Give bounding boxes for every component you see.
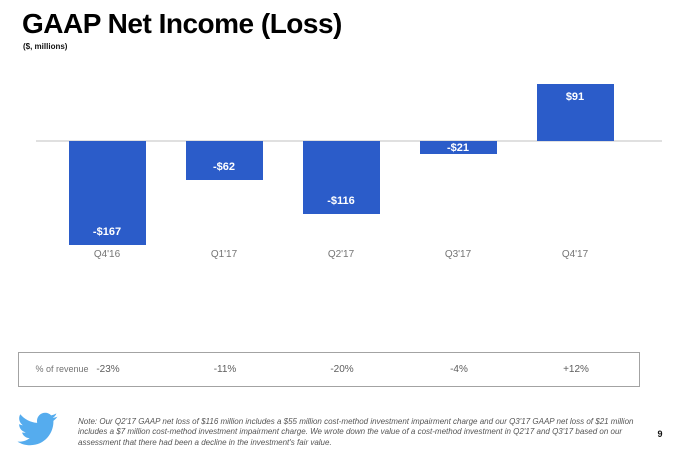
x-axis-label-Q4'17: Q4'17 [561, 249, 589, 260]
footnote: Note: Our Q2'17 GAAP net loss of $116 mi… [78, 417, 634, 447]
pct-of-revenue-table: % of revenue -23% -11% -20% -4% +12% [18, 352, 640, 387]
x-axis-label-Q1'17: Q1'17 [210, 249, 238, 260]
pct-of-revenue-value-Q4'16: -23% [96, 364, 120, 375]
net-income-bar-chart: -$167 Q4'16 -$62 Q1'17 -$116 Q2'17 -$21 Q3'17 $9… [36, 84, 662, 260]
bar-Q4'16: -$167 [68, 141, 146, 246]
bar-value-label: -$62 [212, 160, 236, 173]
bar-Q2'17: -$116 [302, 141, 380, 214]
bar-Q4'17: $91 [536, 84, 614, 141]
bar-value-label: -$116 [327, 194, 355, 207]
x-axis-label-Q2'17: Q2'17 [327, 249, 355, 260]
bar-Q1'17: -$62 [185, 141, 263, 180]
bar-value-label: -$21 [446, 141, 470, 154]
bar-value-label: -$167 [92, 226, 122, 239]
pct-of-revenue-value-Q1'17: -11% [213, 364, 237, 375]
bar-value-label: $91 [565, 91, 585, 104]
pct-of-revenue-row-label: % of revenue [35, 363, 89, 374]
pct-of-revenue-value-Q2'17: -20% [330, 364, 354, 375]
x-axis-label-Q3'17: Q3'17 [444, 249, 472, 260]
units-label: ($, millions) [23, 42, 68, 51]
pct-of-revenue-value-Q4'17: +12% [563, 364, 589, 375]
twitter-bird-icon [17, 412, 58, 446]
x-axis-label-Q4'16: Q4'16 [93, 249, 121, 260]
page-title: GAAP Net Income (Loss) [22, 8, 342, 39]
bar-Q3'17: -$21 [419, 141, 497, 155]
page-number: 9 [657, 429, 663, 439]
pct-of-revenue-value-Q3'17: -4% [450, 364, 468, 375]
